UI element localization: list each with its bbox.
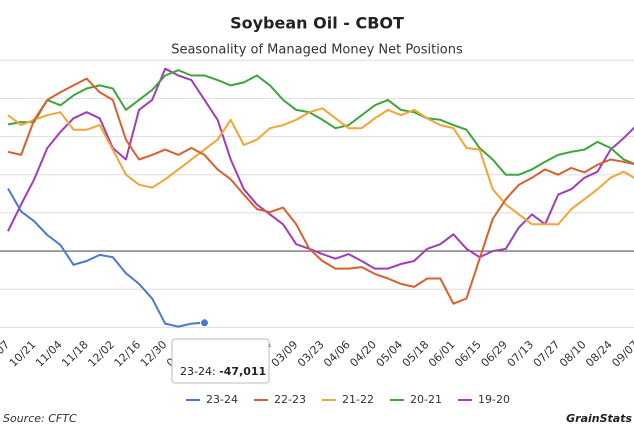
tooltip-value: -47,011: [219, 365, 266, 378]
tooltip-label: 23-24: -47,011: [180, 365, 266, 378]
brand: GrainStats: [566, 412, 632, 425]
legend-label: 19-20: [478, 393, 510, 406]
source: Source: CFTC: [3, 412, 77, 425]
series-line: [7, 69, 634, 176]
tooltip: 23-24: -47,011: [171, 338, 270, 384]
tooltip-marker: [200, 318, 209, 328]
legend: 23-24 22-23 21-22 20-21 19-20: [186, 393, 510, 406]
plot-lines: [7, 67, 634, 328]
tooltip-separator: :: [212, 365, 219, 378]
tooltip-series: 23-24: [180, 365, 212, 378]
series-line: [7, 188, 205, 328]
tooltip-box: [171, 338, 270, 384]
series-line: [7, 77, 634, 305]
legend-label: 23-24: [206, 393, 238, 406]
legend-label: 22-23: [274, 393, 306, 406]
chart-subtitle: Seasonality of Managed Money Net Positio…: [171, 43, 463, 58]
legend-label: 20-21: [410, 393, 442, 406]
chart-title: Soybean Oil - CBOT: [230, 14, 404, 33]
series-line: [7, 107, 634, 226]
legend-label: 21-22: [342, 393, 374, 406]
